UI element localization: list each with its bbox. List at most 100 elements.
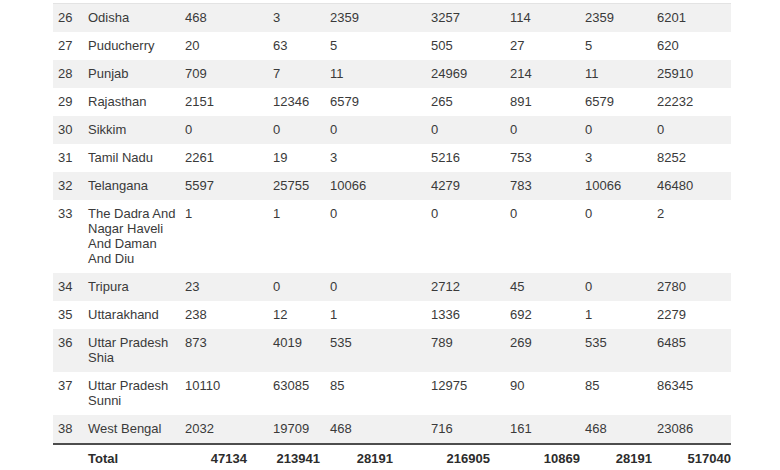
value-cell: 269 [505, 329, 580, 372]
value-cell: 4279 [426, 172, 505, 200]
value-cell: 2151 [180, 88, 268, 116]
value-cell: 0 [268, 116, 325, 144]
value-cell: 5597 [180, 172, 268, 200]
table-row: 27Puducherry20635505275620 [53, 32, 731, 60]
page: 26Odisha4683235932571142359620127Puduche… [0, 3, 780, 470]
table-row: 35Uttarakhand238121133669212279 [53, 301, 731, 329]
value-cell: 24969 [426, 60, 505, 88]
value-cell: 90 [505, 372, 580, 415]
value-cell: 620 [652, 32, 731, 60]
row-number: 35 [53, 301, 83, 329]
total-value: 28191 [325, 444, 426, 470]
value-cell: 20 [180, 32, 268, 60]
value-cell: 1 [180, 200, 268, 273]
value-cell: 46480 [652, 172, 731, 200]
value-cell: 0 [268, 273, 325, 301]
table-row: 29Rajasthan2151123466579265891657922232 [53, 88, 731, 116]
value-cell: 8252 [652, 144, 731, 172]
value-cell: 2 [652, 200, 731, 273]
value-cell: 716 [426, 415, 505, 444]
total-value: 47134 [180, 444, 268, 470]
value-cell: 3257 [426, 4, 505, 33]
total-value: 10869 [505, 444, 580, 470]
value-cell: 505 [426, 32, 505, 60]
total-empty-cell [53, 444, 83, 470]
value-cell: 86345 [652, 372, 731, 415]
value-cell: 85 [325, 372, 426, 415]
row-number: 27 [53, 32, 83, 60]
table-row: 32Telangana55972575510066427978310066464… [53, 172, 731, 200]
row-number: 37 [53, 372, 83, 415]
value-cell: 25755 [268, 172, 325, 200]
total-value: 213941 [268, 444, 325, 470]
value-cell: 2359 [325, 4, 426, 33]
state-data-table: 26Odisha4683235932571142359620127Puduche… [53, 3, 731, 470]
state-name: Rajasthan [83, 88, 180, 116]
value-cell: 0 [325, 116, 426, 144]
state-name: Tamil Nadu [83, 144, 180, 172]
table-row: 28Punjab709711249692141125910 [53, 60, 731, 88]
state-name: Telangana [83, 172, 180, 200]
state-name: Punjab [83, 60, 180, 88]
table-row: 38West Bengal20321970946871616146823086 [53, 415, 731, 444]
table-row: 30Sikkim0000000 [53, 116, 731, 144]
value-cell: 6485 [652, 329, 731, 372]
value-cell: 3 [268, 4, 325, 33]
value-cell: 4019 [268, 329, 325, 372]
value-cell: 0 [580, 116, 652, 144]
state-name: Tripura [83, 273, 180, 301]
value-cell: 114 [505, 4, 580, 33]
state-name: Sikkim [83, 116, 180, 144]
value-cell: 11 [325, 60, 426, 88]
value-cell: 0 [426, 116, 505, 144]
value-cell: 214 [505, 60, 580, 88]
value-cell: 0 [505, 200, 580, 273]
total-row: Total 47134 213941 28191 216905 10869 28… [53, 444, 731, 470]
value-cell: 3 [325, 144, 426, 172]
value-cell: 2712 [426, 273, 505, 301]
row-number: 28 [53, 60, 83, 88]
value-cell: 873 [180, 329, 268, 372]
total-value: 216905 [426, 444, 505, 470]
value-cell: 7 [268, 60, 325, 88]
table-row: 26Odisha46832359325711423596201 [53, 4, 731, 33]
row-number: 38 [53, 415, 83, 444]
value-cell: 22232 [652, 88, 731, 116]
value-cell: 5216 [426, 144, 505, 172]
table-row: 36Uttar Pradesh Shia87340195357892695356… [53, 329, 731, 372]
value-cell: 10110 [180, 372, 268, 415]
value-cell: 0 [426, 200, 505, 273]
value-cell: 535 [325, 329, 426, 372]
state-name: West Bengal [83, 415, 180, 444]
row-number: 32 [53, 172, 83, 200]
value-cell: 85 [580, 372, 652, 415]
total-value: 28191 [580, 444, 652, 470]
value-cell: 23086 [652, 415, 731, 444]
value-cell: 238 [180, 301, 268, 329]
total-value: 517040 [652, 444, 731, 470]
state-name: Uttarakhand [83, 301, 180, 329]
value-cell: 789 [426, 329, 505, 372]
value-cell: 2359 [580, 4, 652, 33]
value-cell: 265 [426, 88, 505, 116]
table-row: 37Uttar Pradesh Sunni1011063085851297590… [53, 372, 731, 415]
table-body: 26Odisha4683235932571142359620127Puduche… [53, 4, 731, 445]
state-name: Uttar Pradesh Sunni [83, 372, 180, 415]
value-cell: 6579 [580, 88, 652, 116]
value-cell: 63085 [268, 372, 325, 415]
value-cell: 5 [580, 32, 652, 60]
value-cell: 1 [268, 200, 325, 273]
table-row: 31Tamil Nadu2261193521675338252 [53, 144, 731, 172]
value-cell: 709 [180, 60, 268, 88]
table-row: 34Tripura230027124502780 [53, 273, 731, 301]
value-cell: 3 [580, 144, 652, 172]
value-cell: 23 [180, 273, 268, 301]
value-cell: 2279 [652, 301, 731, 329]
table-row: 33The Dadra And Nagar Haveli And Daman A… [53, 200, 731, 273]
total-label: Total [83, 444, 180, 470]
value-cell: 0 [325, 200, 426, 273]
value-cell: 12975 [426, 372, 505, 415]
row-number: 29 [53, 88, 83, 116]
value-cell: 783 [505, 172, 580, 200]
value-cell: 0 [325, 273, 426, 301]
